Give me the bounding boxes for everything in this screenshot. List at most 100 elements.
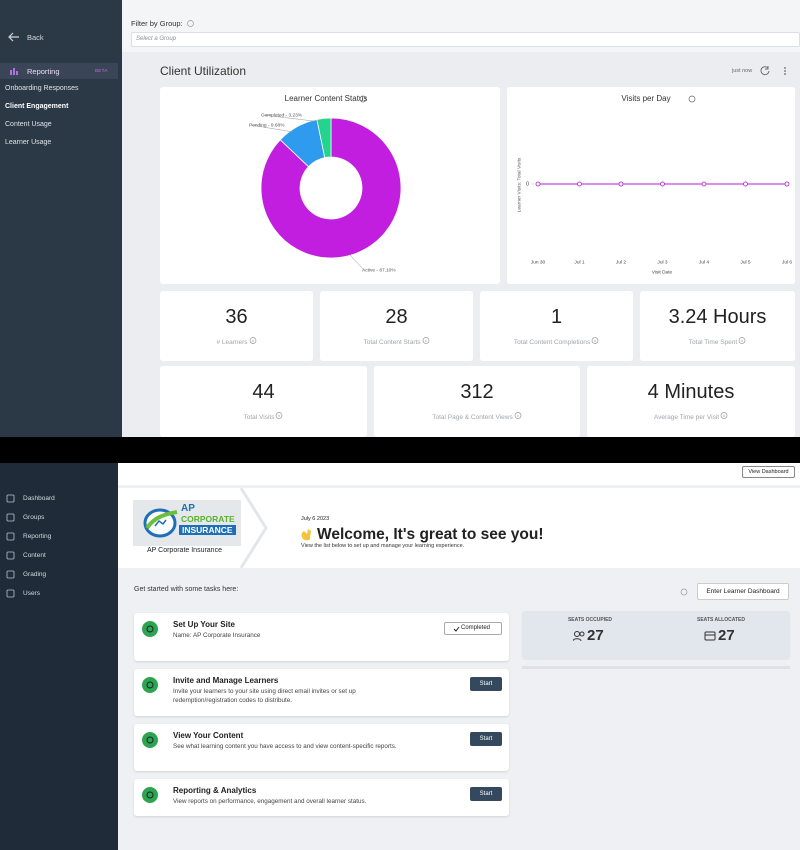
stat-label: Total Content Completions — [513, 339, 591, 346]
stat-card: 4 Minutes Average Time per Visit — [587, 366, 795, 437]
stat-label-row: Total Content Starts — [320, 337, 473, 346]
stat-label: Total Time Spent — [688, 339, 738, 346]
task-icon — [142, 677, 158, 693]
info-icon — [591, 337, 599, 344]
stat-card: 3.24 Hours Total Time Spent — [640, 291, 795, 361]
nav-item[interactable]: Dashboard — [23, 495, 55, 502]
active-section[interactable]: Reporting BETA — [0, 63, 118, 79]
filter-label: Filter by Group: — [131, 19, 183, 28]
stat-label-row: # Learners — [160, 337, 313, 346]
task-card: Set Up Your Site Name: AP Corporate Insur… — [134, 613, 509, 661]
nav-icon — [6, 589, 15, 598]
nav-item[interactable]: Reporting — [23, 533, 52, 540]
back-link[interactable]: Back — [27, 33, 44, 42]
nav-item[interactable]: Users — [23, 590, 40, 597]
info-icon — [187, 20, 194, 27]
task-button[interactable]: Start — [470, 732, 502, 746]
task-button[interactable]: Completed — [444, 622, 502, 635]
report-title: Client Utilization — [160, 64, 247, 78]
sidebar-item[interactable]: Client Engagement — [5, 103, 69, 110]
stat-card: 28 Total Content Starts — [320, 291, 473, 361]
info-icon — [720, 412, 728, 419]
task-icon — [142, 787, 158, 803]
stat-value: 3.24 Hours — [668, 306, 767, 328]
stat-card: 36 # Learners — [160, 291, 313, 361]
date: July 6 2023 — [301, 516, 330, 522]
task-button-label: Completed — [461, 625, 491, 631]
stat-label: Average Time per Visit — [653, 414, 720, 421]
stat-label-row: Total Page & Content Views — [374, 412, 580, 421]
sidebar-item[interactable]: Learner Usage — [5, 139, 52, 146]
back-icon — [8, 32, 19, 42]
banner-chevron — [239, 488, 268, 568]
nav-icon — [6, 532, 15, 541]
info-icon — [422, 337, 429, 344]
task-card: View Your Content See what learning conte… — [134, 724, 509, 771]
logo: AP CORPORATE INSURANCE — [133, 500, 241, 546]
report-tools[interactable] — [760, 65, 790, 77]
subtitle: View the list below to set up and manage… — [301, 543, 465, 549]
nav-item[interactable]: Grading — [23, 571, 47, 578]
seat-label: SEATS OCCUPIED — [567, 617, 613, 623]
placeholder: Select a Group — [136, 36, 177, 42]
stat-label-row: Total Content Completions — [480, 337, 633, 346]
logo-text: AP — [181, 503, 195, 514]
task-title: Set Up Your Site — [173, 620, 235, 629]
stat-card: 1 Total Content Completions — [480, 291, 633, 361]
donut-card — [160, 87, 500, 284]
seat-icon — [573, 631, 585, 641]
stat-value: 1 — [550, 306, 563, 328]
stat-label-row: Total Time Spent — [640, 337, 795, 346]
task-button[interactable]: Start — [470, 787, 502, 801]
info-icon — [738, 337, 746, 344]
section-label: Reporting — [27, 67, 60, 76]
task-card: Reporting & Analytics View reports on per… — [134, 779, 509, 816]
info-icon — [680, 588, 688, 596]
stat-value: 36 — [225, 306, 248, 328]
learner-dashboard-button[interactable]: Enter Learner Dashboard — [697, 583, 789, 600]
badge: BETA — [95, 68, 108, 73]
stat-value: 44 — [252, 381, 275, 403]
info-icon — [514, 412, 522, 419]
line-card — [507, 87, 795, 284]
nav-icon — [6, 513, 15, 522]
task-description: View reports on performance, engagement … — [173, 798, 367, 805]
reporting-icon — [10, 68, 18, 75]
task-description: Name: AP Corporate Insurance — [173, 632, 261, 639]
tasks-intro: Get started with some tasks here: — [134, 586, 239, 593]
stat-label: Total Page & Content Views — [432, 414, 513, 421]
stat-card: 44 Total Visits — [160, 366, 367, 437]
updated: just now — [732, 68, 753, 74]
nav-icon — [6, 570, 15, 579]
logo-mark — [143, 508, 178, 538]
nav-item[interactable]: Groups — [23, 514, 45, 521]
sidebar: Back Reporting BETA Onboarding Responses… — [0, 0, 122, 437]
task-title: View Your Content — [173, 731, 244, 740]
logo-text: CORPORATE — [181, 514, 235, 524]
stat-card: 312 Total Page & Content Views — [374, 366, 580, 437]
task-icon — [142, 732, 158, 748]
info-icon — [249, 337, 256, 344]
nav-icon — [6, 494, 15, 503]
nav-item[interactable]: Content — [23, 552, 46, 559]
group-select[interactable]: Select a Group — [131, 32, 800, 47]
task-button[interactable]: Start — [470, 677, 502, 691]
view-dashboard-button[interactable]: View Dashboard — [742, 466, 795, 478]
stat-label: Total Visits — [243, 414, 275, 421]
task-card: Invite and Manage Learners Invite your le… — [134, 669, 509, 716]
stat-value: 28 — [385, 306, 408, 328]
task-icon — [142, 621, 158, 637]
stat-value: 4 Minutes — [647, 381, 735, 403]
sidebar-item[interactable]: Content Usage — [5, 121, 52, 128]
stat-value: 312 — [460, 381, 494, 403]
top-bar — [118, 463, 800, 485]
seat-value: 27 — [718, 627, 735, 644]
info-icon — [276, 412, 283, 419]
sidebar-item[interactable]: Onboarding Responses — [5, 85, 79, 92]
task-title: Reporting & Analytics — [173, 786, 257, 795]
nav-icon — [6, 551, 15, 560]
stat-label: # Learners — [216, 339, 248, 346]
check-icon — [453, 626, 460, 632]
logo-text: INSURANCE — [179, 525, 236, 535]
separator — [0, 437, 800, 463]
